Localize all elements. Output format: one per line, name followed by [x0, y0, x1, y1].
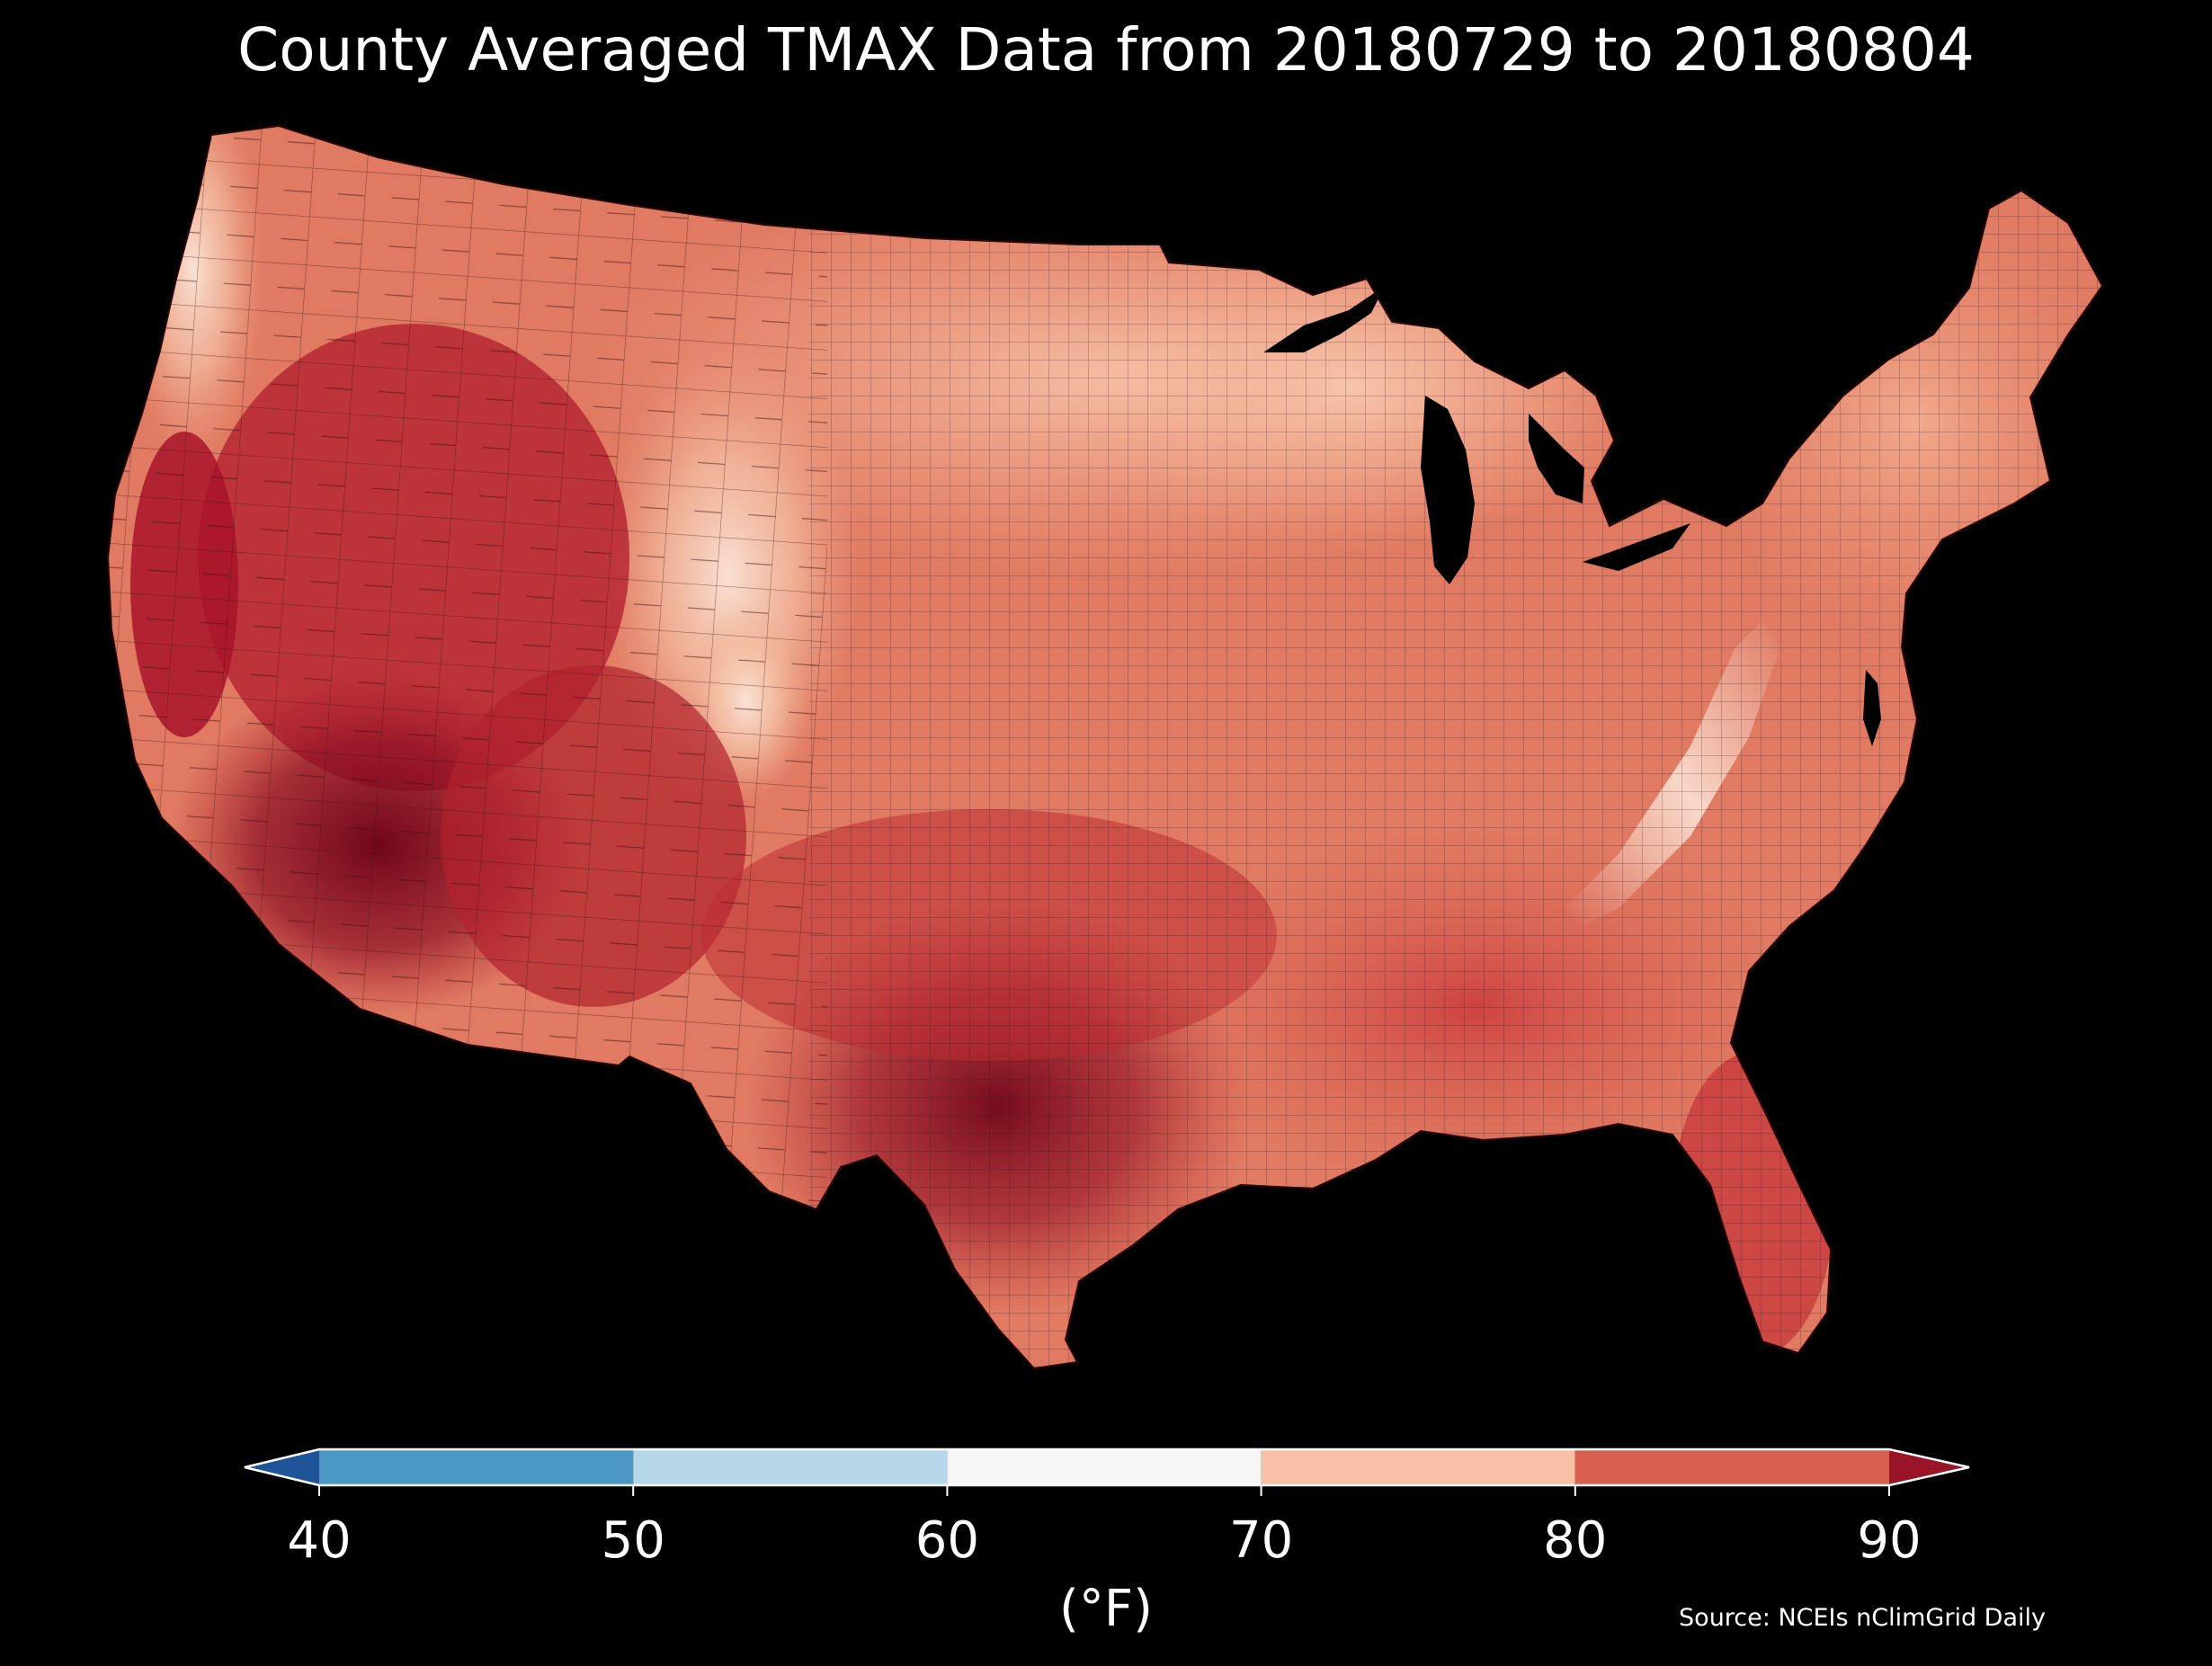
lake-superior [1263, 286, 1385, 352]
county-borders-west [108, 126, 827, 1368]
source-credit: Source: NCEIs nClimGrid Daily [1679, 1604, 2046, 1632]
colorbar-bins [319, 1449, 1889, 1485]
map-title: County Averaged TMAX Data from 20180729 … [237, 15, 1975, 85]
colorbar-tick-label: 60 [915, 1511, 979, 1570]
colorbar-bin-80-90 [1574, 1449, 1889, 1485]
colorbar-under-extension [245, 1449, 319, 1485]
colorbar-unit-label: (°F) [1059, 1580, 1153, 1638]
county-borders-east [809, 126, 2102, 1368]
colorbar-tick-label: 40 [287, 1511, 351, 1570]
colorbar-ticks: 40 50 60 70 80 90 [287, 1485, 1922, 1570]
lake-huron [1529, 414, 1584, 503]
colorbar-tick-label: 70 [1229, 1511, 1293, 1570]
colorbar-bin-40-50 [319, 1449, 634, 1485]
chesapeake-bay [1863, 670, 1881, 746]
colorbar-bin-60-70 [947, 1449, 1262, 1485]
colorbar-bin-70-80 [1261, 1449, 1575, 1485]
colorbar-tick-label: 50 [602, 1511, 665, 1570]
us-outline [106, 124, 2104, 1370]
colorbar: 40 50 60 70 80 90 (°F) [244, 1448, 1970, 1638]
us-county-map [106, 124, 2104, 1370]
colorbar-bin-50-60 [633, 1449, 948, 1485]
colorbar-over-extension [1889, 1449, 1969, 1485]
lake-erie [1583, 523, 1690, 571]
colorbar-tick-label: 80 [1543, 1511, 1607, 1570]
lake-michigan [1421, 396, 1475, 584]
colorbar-tick-label: 90 [1857, 1511, 1921, 1570]
